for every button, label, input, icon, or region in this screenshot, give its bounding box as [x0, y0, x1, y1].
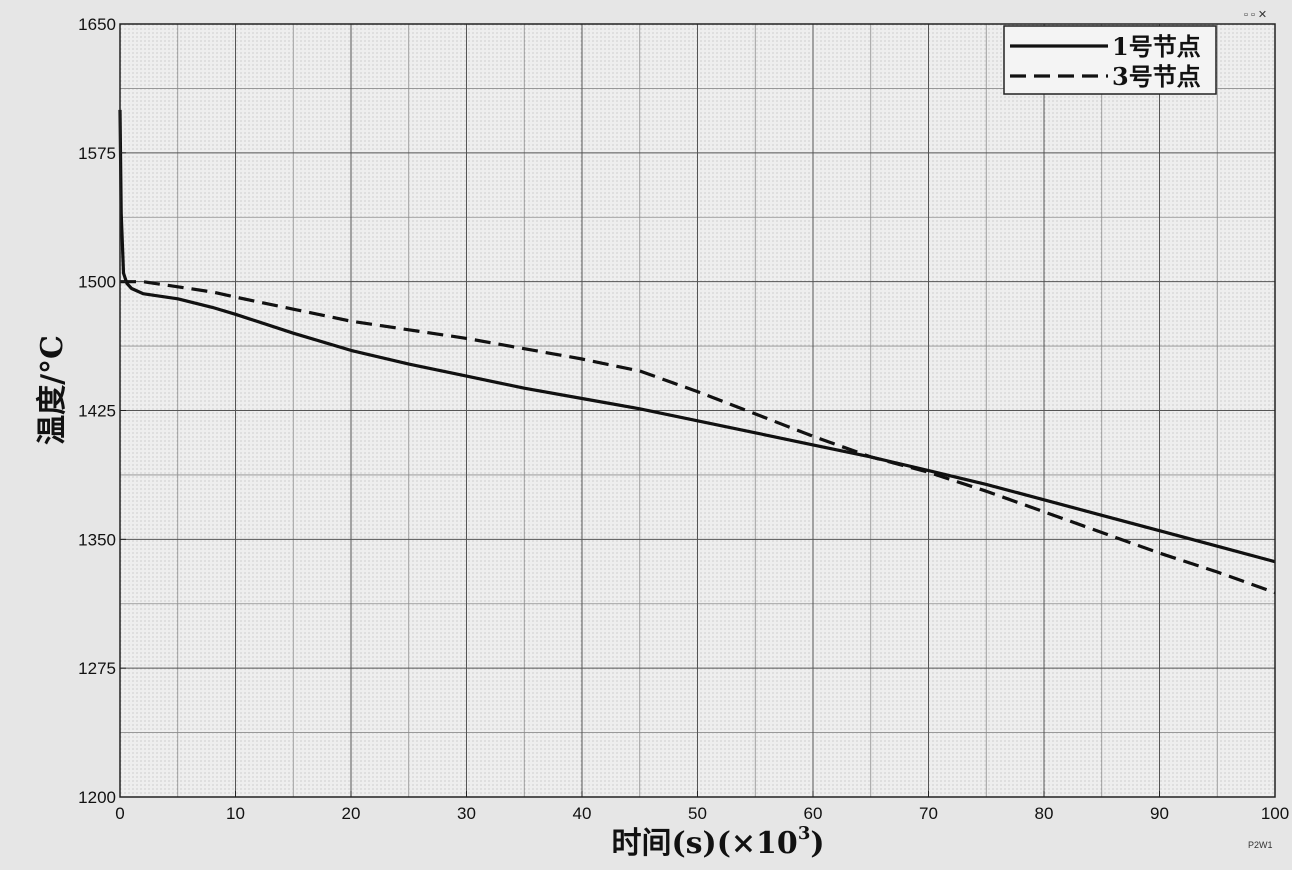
- x-tick-label: 0: [115, 804, 124, 823]
- x-tick-label: 80: [1035, 804, 1054, 823]
- x-tick-label: 100: [1261, 804, 1289, 823]
- x-tick-label: 50: [688, 804, 707, 823]
- legend-box: [1003, 25, 1217, 95]
- legend-label-1: 1号节点: [1112, 32, 1201, 61]
- y-axis-ticks: 1200 1275 1350 1425 1500 1575 1650: [78, 15, 126, 807]
- corner-code: P2W1: [1248, 840, 1273, 850]
- x-tick-label: 30: [457, 804, 476, 823]
- y-tick-label: 1650: [78, 15, 116, 34]
- x-tick-label: 20: [342, 804, 361, 823]
- x-tick-label: 90: [1150, 804, 1169, 823]
- series-lines: [118, 109, 1276, 595]
- x-axis-label: 时间(s)(×103): [611, 823, 824, 861]
- y-tick-label: 1575: [78, 144, 116, 163]
- y-tick-label: 1200: [78, 788, 116, 807]
- x-tick-label: 40: [573, 804, 592, 823]
- x-axis-label-main: 时间(s)(×10: [611, 826, 797, 861]
- x-tick-label: 10: [226, 804, 245, 823]
- legend-label-2: 3号节点: [1112, 62, 1201, 91]
- x-axis-label-sup: 3: [798, 823, 811, 844]
- y-tick-label: 1350: [78, 530, 116, 549]
- y-axis-label: 温度/°C: [35, 335, 70, 445]
- window-controls[interactable]: ▫ ▫ ✕: [1244, 9, 1267, 21]
- x-axis-ticks: 0 10 20 30 40 50 60 70 80 90 100: [115, 791, 1289, 823]
- x-tick-label: 60: [804, 804, 823, 823]
- y-tick-label: 1275: [78, 659, 116, 678]
- x-tick-label: 70: [919, 804, 938, 823]
- series-line-2: [120, 280, 1276, 595]
- y-tick-label: 1500: [78, 273, 116, 292]
- series-line-1: [118, 109, 1276, 564]
- x-axis-label-close: ): [810, 826, 824, 861]
- y-tick-label: 1425: [78, 402, 116, 421]
